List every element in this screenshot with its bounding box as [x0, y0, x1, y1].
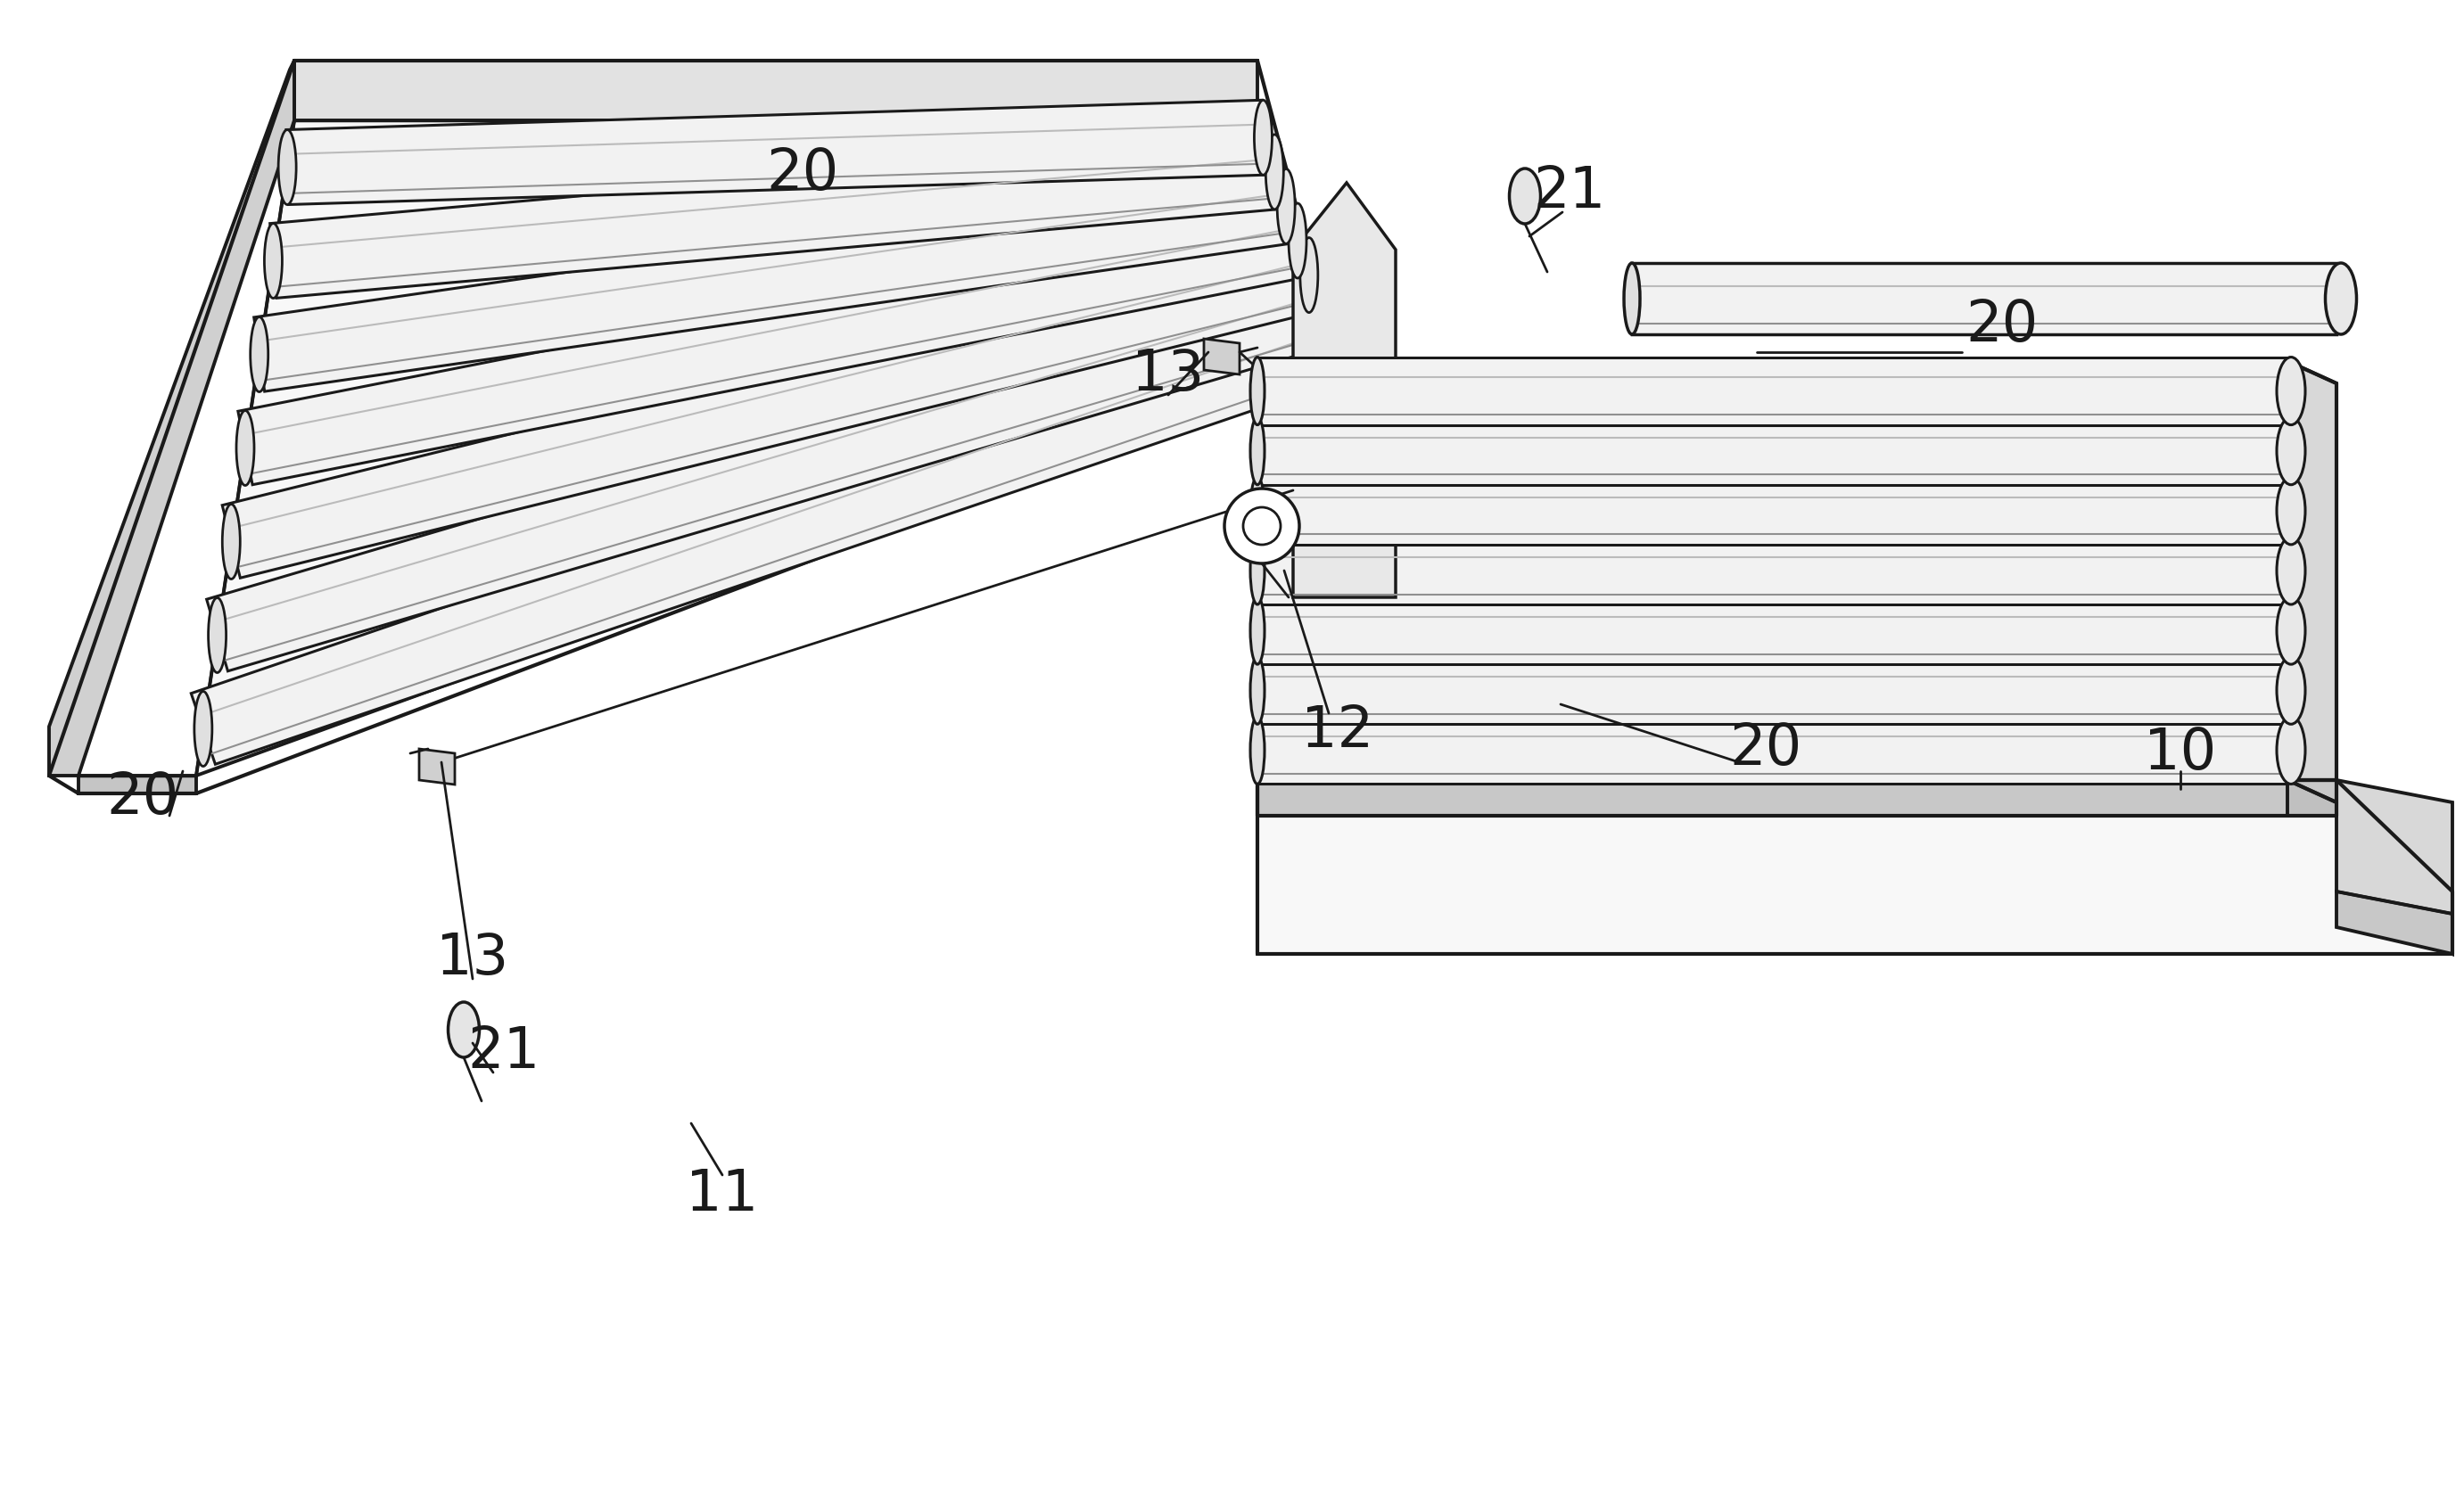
Polygon shape: [49, 60, 293, 776]
Ellipse shape: [278, 130, 296, 204]
Ellipse shape: [2277, 476, 2306, 544]
Polygon shape: [286, 100, 1264, 204]
Text: 21: 21: [468, 1024, 540, 1080]
Ellipse shape: [264, 224, 283, 298]
Ellipse shape: [1249, 476, 1264, 544]
Ellipse shape: [2277, 597, 2306, 664]
Polygon shape: [79, 776, 197, 794]
Polygon shape: [419, 748, 456, 785]
Polygon shape: [2336, 892, 2452, 954]
Ellipse shape: [2277, 717, 2306, 785]
Ellipse shape: [1276, 169, 1296, 243]
Polygon shape: [1257, 417, 2287, 485]
Ellipse shape: [1249, 357, 1264, 425]
Text: 13: 13: [1131, 346, 1205, 402]
Polygon shape: [1294, 183, 1395, 597]
Ellipse shape: [2277, 656, 2306, 724]
Polygon shape: [293, 60, 1257, 121]
Ellipse shape: [1624, 263, 1641, 334]
Ellipse shape: [2326, 263, 2356, 334]
Polygon shape: [207, 274, 1331, 671]
Text: 10: 10: [2144, 726, 2218, 782]
Ellipse shape: [1249, 417, 1264, 485]
Ellipse shape: [222, 503, 239, 579]
Polygon shape: [1257, 780, 2336, 816]
Polygon shape: [271, 135, 1279, 298]
Polygon shape: [1257, 361, 2287, 780]
Ellipse shape: [1323, 307, 1340, 381]
Polygon shape: [1257, 476, 2287, 544]
Ellipse shape: [195, 691, 212, 767]
Polygon shape: [192, 308, 1343, 764]
Polygon shape: [1257, 357, 2287, 425]
Text: 20: 20: [1730, 721, 1801, 777]
Polygon shape: [1631, 263, 2336, 334]
Polygon shape: [1257, 656, 2287, 724]
Polygon shape: [1257, 597, 2287, 664]
Polygon shape: [1257, 780, 2452, 954]
Polygon shape: [239, 204, 1306, 485]
Ellipse shape: [1254, 100, 1271, 175]
Polygon shape: [1257, 537, 2287, 605]
Polygon shape: [2287, 361, 2336, 780]
Polygon shape: [1257, 717, 2287, 785]
Ellipse shape: [1249, 537, 1264, 605]
Ellipse shape: [237, 411, 254, 485]
Ellipse shape: [251, 318, 269, 392]
Polygon shape: [197, 121, 1338, 776]
Ellipse shape: [209, 597, 227, 673]
Polygon shape: [2287, 780, 2336, 816]
Text: 13: 13: [436, 931, 510, 986]
Polygon shape: [2336, 780, 2452, 954]
Ellipse shape: [1244, 507, 1281, 544]
Ellipse shape: [1289, 203, 1306, 278]
Text: 20: 20: [106, 770, 180, 826]
Polygon shape: [254, 169, 1291, 392]
Ellipse shape: [1266, 135, 1284, 209]
Text: 12: 12: [1301, 703, 1375, 759]
Ellipse shape: [1249, 717, 1264, 785]
Ellipse shape: [1249, 597, 1264, 664]
Text: 20: 20: [766, 147, 838, 201]
Text: 11: 11: [685, 1167, 759, 1222]
Polygon shape: [1205, 339, 1239, 375]
Ellipse shape: [1249, 656, 1264, 724]
Ellipse shape: [2277, 357, 2306, 425]
Ellipse shape: [1301, 237, 1318, 313]
Ellipse shape: [448, 1002, 480, 1057]
Text: 21: 21: [1533, 163, 1607, 219]
Ellipse shape: [2277, 537, 2306, 605]
Ellipse shape: [1311, 272, 1331, 346]
Ellipse shape: [1225, 488, 1299, 564]
Text: 20: 20: [1966, 298, 2038, 352]
Ellipse shape: [1510, 168, 1540, 224]
Polygon shape: [222, 239, 1318, 578]
Ellipse shape: [2277, 417, 2306, 485]
